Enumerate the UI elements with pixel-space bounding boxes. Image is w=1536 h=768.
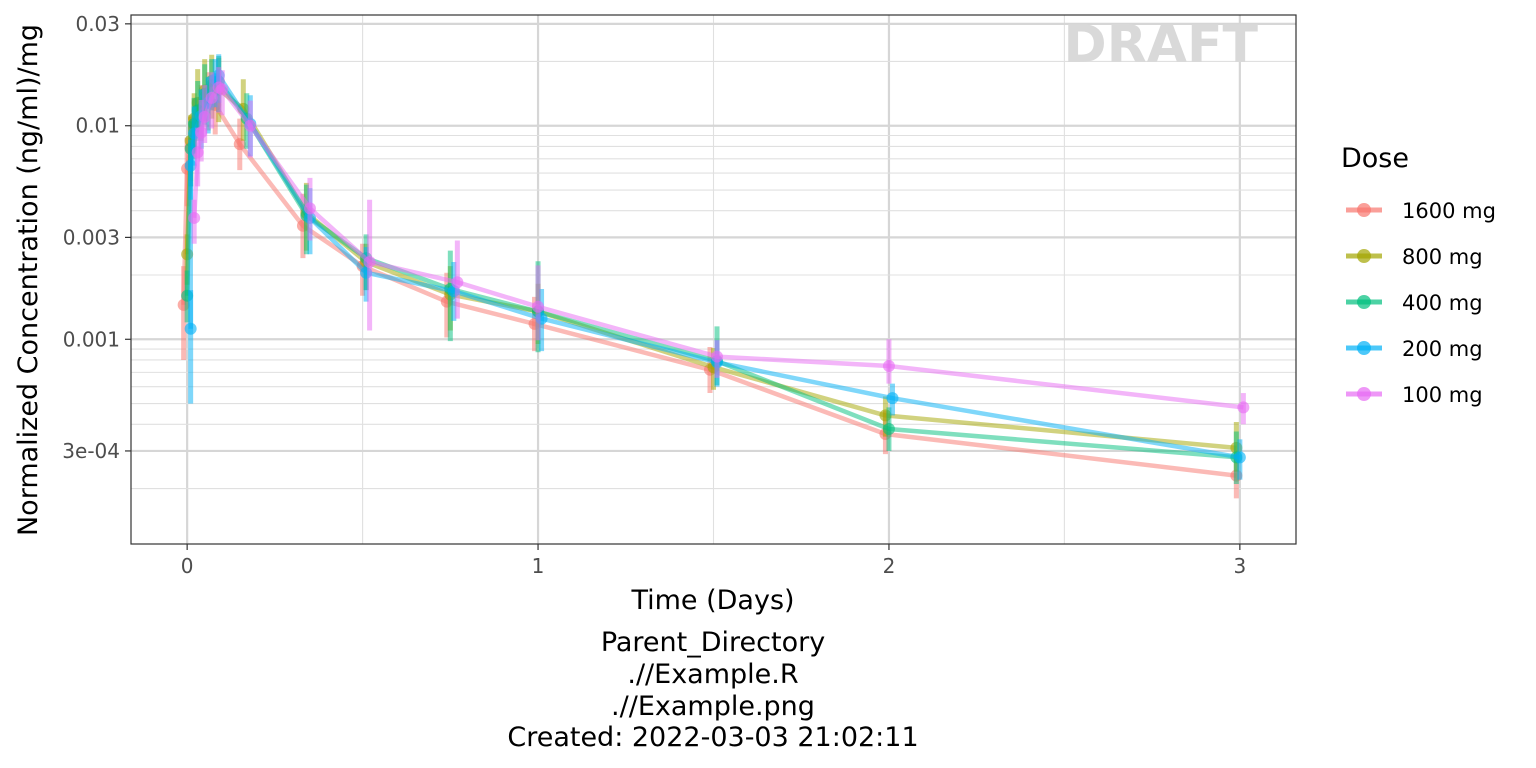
- x-tick-label: 1: [532, 554, 545, 578]
- legend-marker: [1357, 341, 1371, 355]
- data-point: [711, 350, 724, 363]
- x-tick-label: 2: [883, 554, 896, 578]
- data-point: [198, 110, 211, 123]
- data-point: [451, 276, 464, 289]
- legend-label: 400 mg: [1402, 291, 1483, 315]
- caption-line-4: Created: 2022-03-03 21:02:11: [507, 722, 918, 753]
- x-tick-label: 3: [1233, 554, 1246, 578]
- data-point: [195, 126, 208, 139]
- data-point: [188, 211, 201, 224]
- legend-label: 100 mg: [1402, 383, 1483, 407]
- data-point: [1237, 401, 1250, 414]
- data-point: [1233, 451, 1246, 464]
- data-point: [184, 322, 197, 335]
- panel-border: [130, 14, 1297, 545]
- y-tick-label: 3e-04: [62, 439, 120, 463]
- caption-line-3: .//Example.png: [611, 691, 815, 722]
- data-point: [363, 256, 376, 269]
- plot-data: [177, 54, 1250, 499]
- legend-item: 400 mg: [1346, 291, 1483, 315]
- x-axis-title: Time (Days): [630, 585, 794, 616]
- data-point: [216, 83, 229, 96]
- legend-title: Dose: [1341, 143, 1409, 174]
- x-tick-label: 0: [181, 554, 194, 578]
- legend-label: 800 mg: [1402, 245, 1483, 269]
- data-point: [205, 91, 218, 104]
- legend-label: 200 mg: [1402, 337, 1483, 361]
- y-tick-label: 0.001: [63, 327, 120, 351]
- legend-item: 800 mg: [1346, 245, 1483, 269]
- y-tick-label: 0.03: [75, 12, 120, 36]
- caption: Parent_Directory .//Example.R .//Example…: [507, 627, 918, 753]
- legend-marker: [1357, 387, 1371, 401]
- axes: 0 1 2 3 3e-04 0.001 0.003 0.01 0.03: [62, 12, 1246, 578]
- y-tick-label: 0.01: [75, 114, 120, 138]
- legend-item: 100 mg: [1346, 383, 1483, 407]
- caption-line-1: Parent_Directory: [601, 627, 825, 658]
- data-point: [882, 359, 895, 372]
- y-axis-title: Normalized Concentration (ng/ml)/mg: [13, 24, 44, 536]
- data-point: [191, 146, 204, 159]
- legend: Dose 1600 mg 800 mg 400 mg 200 mg 100 mg: [1341, 143, 1496, 407]
- caption-line-2: .//Example.R: [627, 659, 798, 690]
- data-point: [882, 423, 895, 436]
- legend-marker: [1357, 203, 1371, 217]
- data-point: [303, 202, 316, 215]
- legend-marker: [1357, 295, 1371, 309]
- series-100-mg: [188, 67, 1250, 425]
- data-point: [233, 138, 246, 151]
- legend-item: 200 mg: [1346, 337, 1483, 361]
- data-point: [532, 300, 545, 313]
- legend-marker: [1357, 249, 1371, 263]
- legend-item: 1600 mg: [1346, 199, 1496, 223]
- draft-watermark: DRAFT: [1064, 15, 1259, 75]
- legend-label: 1600 mg: [1402, 199, 1496, 223]
- data-point: [886, 392, 899, 405]
- y-tick-label: 0.003: [63, 225, 120, 249]
- data-point: [244, 119, 257, 132]
- data-point: [184, 159, 197, 172]
